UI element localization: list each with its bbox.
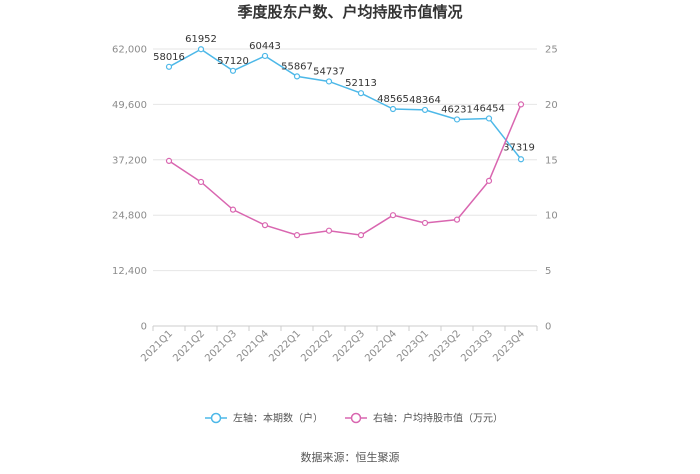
- data-label: 54737: [313, 66, 345, 77]
- data-label: 58016: [153, 52, 185, 63]
- left-axis-tick-label: 37,200: [112, 155, 147, 166]
- series-2-point: [389, 212, 397, 219]
- series-1-point: [453, 116, 461, 123]
- series-1-point: [357, 90, 365, 97]
- series-1-point: [325, 78, 333, 85]
- data-label: 46231: [441, 104, 473, 115]
- legend-label-1: 左轴：本期数（户）: [233, 412, 323, 425]
- legend-marker-2: [350, 412, 362, 424]
- series-2-point: [357, 232, 365, 239]
- right-axis-tick-label: 15: [545, 155, 558, 166]
- data-label: 48565: [377, 94, 409, 105]
- series-2-point: [229, 206, 237, 213]
- series-1-point: [485, 115, 493, 122]
- left-axis-tick-label: 24,800: [112, 211, 147, 222]
- grid-lines: [153, 48, 537, 327]
- x-axis-tick-label: 2023Q4: [491, 328, 527, 364]
- data-label: 48364: [409, 95, 441, 106]
- series-1-point: [165, 63, 173, 70]
- data-label: 46454: [473, 103, 505, 114]
- series-1-point: [293, 73, 301, 80]
- right-axis-tick-label: 5: [545, 266, 551, 277]
- source-note: 数据来源：恒生聚源: [301, 450, 400, 464]
- series-1-point: [229, 67, 237, 74]
- data-label: 60443: [249, 41, 281, 52]
- x-axis-tick-label: 2022Q4: [363, 328, 399, 364]
- x-axis-tick-label: 2022Q2: [299, 328, 335, 364]
- x-axis-tick-label: 2021Q4: [235, 328, 271, 364]
- series-1-point: [421, 106, 429, 114]
- data-label: 57120: [217, 56, 249, 67]
- data-label: 37319: [503, 142, 535, 153]
- legend[interactable]: 左轴：本期数（户） 右轴：户均持股市值（万元）: [205, 412, 503, 425]
- series-2-point: [421, 219, 429, 227]
- chart-title: 季度股东户数、户均持股市值情况: [237, 3, 462, 21]
- left-axis-tick-label: 49,600: [112, 100, 147, 111]
- right-axis-ticks: 0 5 10 15 20 25: [545, 45, 558, 333]
- series-line-1: [168, 48, 522, 160]
- series-2-point: [261, 222, 269, 229]
- data-label: 55867: [281, 61, 313, 72]
- right-axis-tick-label: 0: [545, 322, 551, 333]
- left-axis-tick-label: 0: [141, 322, 147, 333]
- left-axis-tick-label: 62,000: [112, 45, 147, 56]
- series-2-point: [485, 177, 493, 184]
- x-axis-tick-label: 2021Q3: [203, 328, 239, 364]
- series-2-point: [517, 101, 525, 108]
- left-axis-ticks: 0 12,400 24,800 37,200 49,600 62,000: [112, 45, 147, 333]
- series-2-point: [453, 216, 461, 223]
- x-axis-tick-label: 2022Q3: [331, 328, 367, 364]
- x-axis-tick-label: 2023Q2: [427, 328, 463, 364]
- series-1-point: [389, 105, 397, 113]
- right-axis-tick-label: 20: [545, 100, 558, 111]
- legend-label-2: 右轴：户均持股市值（万元）: [373, 412, 503, 425]
- x-axis-tick-label: 2023Q3: [459, 328, 495, 364]
- x-axis-tick-label: 2021Q1: [139, 328, 175, 364]
- data-label: 61952: [185, 34, 217, 45]
- x-axis-tick-label: 2022Q1: [267, 328, 303, 364]
- series-1-point: [197, 46, 205, 53]
- legend-marker-1: [210, 412, 222, 424]
- series-line-2: [168, 104, 522, 236]
- left-axis-tick-label: 12,400: [112, 266, 147, 277]
- x-axis: 2021Q12021Q22021Q32021Q42022Q12022Q22022…: [139, 326, 538, 364]
- x-axis-tick-label: 2021Q2: [171, 328, 207, 364]
- x-axis-tick-label: 2023Q1: [395, 328, 431, 364]
- series-2-point: [165, 157, 173, 165]
- series-1-point: [517, 156, 525, 163]
- right-axis-tick-label: 25: [545, 45, 558, 56]
- series-1-point: [261, 52, 269, 60]
- data-label: 52113: [345, 78, 377, 89]
- series-2-point: [197, 178, 205, 186]
- series-2-point: [293, 232, 301, 239]
- right-axis-tick-label: 10: [545, 211, 558, 222]
- series-2-point: [325, 227, 333, 234]
